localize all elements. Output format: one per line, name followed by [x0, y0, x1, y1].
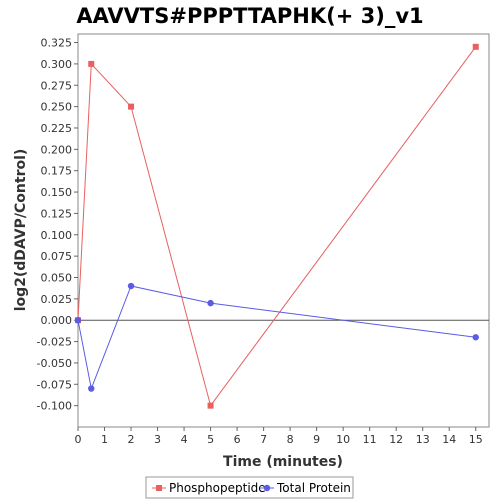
y-tick-label: 0.250 [41, 101, 73, 114]
y-tick-label: 0.025 [41, 293, 73, 306]
y-tick-label: 0.075 [41, 250, 73, 263]
series-layer [74, 43, 479, 409]
x-tick-label: 2 [128, 433, 135, 446]
y-tick-label: 0.200 [41, 143, 73, 156]
y-tick-label: 0.175 [41, 165, 73, 178]
x-tick-label: 7 [260, 433, 267, 446]
chart-title: AAVVTS#PPPTTAPHK(+ 3)_v1 [76, 4, 423, 28]
x-tick-label: 11 [363, 433, 377, 446]
legend-box [145, 476, 354, 499]
data-point [88, 60, 95, 67]
y-tick-label: 0.225 [41, 122, 73, 135]
legend-marker [156, 485, 162, 491]
x-tick-label: 12 [389, 433, 403, 446]
y-tick-label: -0.100 [37, 400, 72, 413]
y-tick-label: 0.300 [41, 58, 73, 71]
x-tick-label: 13 [416, 433, 430, 446]
y-tick-label: 0.325 [41, 37, 73, 50]
data-point [88, 385, 95, 392]
x-axis-title: Time (minutes) [223, 454, 343, 470]
x-tick-label: 0 [75, 433, 82, 446]
x-tick-label: 6 [234, 433, 241, 446]
legend: Phosphopeptide Total Protein [145, 476, 354, 499]
x-tick-label: 10 [336, 433, 350, 446]
x-tick-label: 15 [469, 433, 483, 446]
data-point [74, 317, 82, 324]
y-tick-label: -0.025 [37, 336, 72, 349]
y-axis-title: log2(dDAVP/Control) [13, 149, 29, 312]
data-point [472, 334, 479, 341]
y-tick-label: -0.075 [37, 378, 72, 391]
legend-label: Phosphopeptide [169, 481, 266, 495]
x-tick-label: 4 [181, 433, 188, 446]
y-tick-label: 0.275 [41, 79, 73, 92]
x-tick-label: 9 [313, 433, 320, 446]
x-tick-label: 5 [207, 433, 214, 446]
data-point [128, 103, 135, 110]
x-tick-label: 14 [442, 433, 456, 446]
legend-label: Total Protein [276, 481, 351, 495]
y-tick-label: 0.000 [41, 314, 73, 327]
data-point [127, 282, 135, 290]
data-point [207, 402, 214, 409]
y-tick-label: 0.125 [41, 207, 73, 220]
y-tick-label: 0.100 [41, 229, 73, 242]
y-tick-label: -0.050 [37, 357, 72, 370]
x-tick-label: 1 [101, 433, 108, 446]
y-tick-label: 0.150 [41, 186, 73, 199]
legend-marker [263, 484, 271, 492]
data-point [207, 299, 214, 307]
x-tick-label: 8 [287, 433, 294, 446]
x-axis-ticks: 0 1 2 3 4 5 6 7 8 9 10 11 12 13 14 15 [75, 427, 483, 446]
y-axis-ticks: 0.325 0.300 0.275 0.250 0.225 0.200 0.175 0.150… [37, 37, 78, 413]
data-point [472, 43, 479, 50]
x-tick-label: 3 [154, 433, 161, 446]
y-tick-label: 0.050 [41, 271, 73, 284]
plot-area [77, 33, 490, 428]
